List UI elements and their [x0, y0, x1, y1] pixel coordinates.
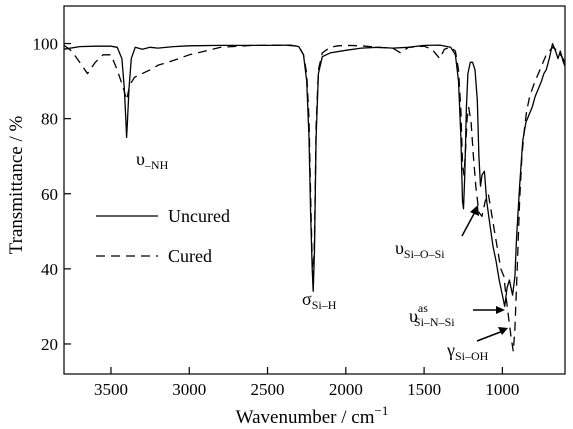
y-axis-label: Transmittance / % [6, 116, 27, 255]
y-tick-label-80: 80 [41, 110, 58, 129]
annotation-arrowhead-si-o-si [470, 205, 479, 216]
legend-label-cured: Cured [168, 246, 212, 266]
x-axis-label-unit-exponent: −1 [374, 403, 388, 418]
annotation-nu-sins-symbol: υ [409, 306, 418, 326]
x-tick-label-1500: 1500 [407, 380, 441, 399]
peak-annotations: υ–NH σSi–H υSi–O–Si υas Si–N–Si γSi–OH [136, 149, 508, 363]
legend: Uncured Cured [96, 206, 230, 266]
y-tick-label-40: 40 [41, 260, 58, 279]
annotation-arrowhead-si-n-si [496, 306, 505, 314]
annotation-nu-nh-symbol: υ [136, 149, 145, 169]
y-tick-label-100: 100 [33, 35, 59, 54]
y-tick-label-20: 20 [41, 335, 58, 354]
annotation-gamma-sioh-symbol: γ [446, 340, 455, 360]
x-tick-label-3000: 3000 [172, 380, 206, 399]
annotation-arrowhead-si-oh [498, 327, 508, 335]
annotation-nu-sios: υSi–O–Si [395, 238, 445, 261]
x-tick-label-1000: 1000 [485, 380, 519, 399]
x-tick-label-3500: 3500 [94, 380, 128, 399]
series-layer [63, 42, 566, 353]
y-axis: 20 40 60 80 100 [33, 35, 71, 354]
annotation-nu-nh: υ–NH [136, 149, 169, 172]
annotation-sigma-sih-symbol: σ [302, 289, 312, 309]
annotation-nu-sins-sub: Si–N–Si [414, 315, 455, 329]
series-line-uncured [63, 42, 566, 308]
x-tick-label-2500: 2500 [251, 380, 285, 399]
annotation-sigma-sih-sub: Si–H [312, 298, 337, 312]
x-axis-label: Wavenumber / cm−1 [236, 403, 389, 428]
x-axis: 3500 3000 2500 2000 1500 1000 [94, 367, 519, 399]
annotation-nu-sins-sup: as [418, 301, 428, 315]
y-tick-label-60: 60 [41, 185, 58, 204]
annotation-gamma-sioh: γSi–OH [446, 340, 489, 363]
legend-label-uncured: Uncured [168, 206, 230, 226]
annotation-nu-nh-sub: –NH [144, 158, 169, 172]
annotation-arrow-si-oh [476, 330, 504, 342]
annotation-sigma-sih: σSi–H [302, 289, 337, 312]
x-axis-label-text: Wavenumber / cm [236, 407, 375, 428]
plot-frame [63, 5, 566, 375]
annotation-nu-sins: υas Si–N–Si [409, 301, 455, 329]
annotation-nu-sios-symbol: υ [395, 238, 404, 258]
annotation-gamma-sioh-sub: Si–OH [455, 349, 489, 363]
x-tick-label-2000: 2000 [329, 380, 363, 399]
annotation-arrow-si-o-si [461, 209, 477, 237]
annotation-nu-sios-sub: Si–O–Si [404, 247, 445, 261]
series-line-cured [63, 44, 566, 353]
